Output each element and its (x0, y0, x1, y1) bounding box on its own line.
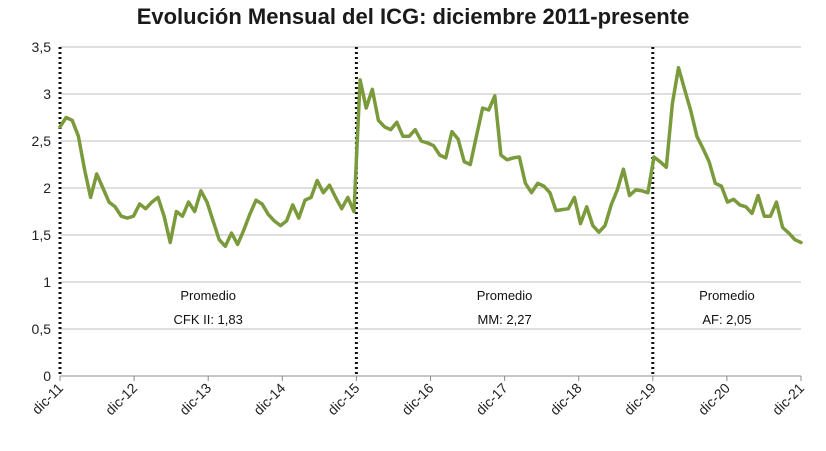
x-tick-label: dic-21 (769, 380, 807, 418)
x-tick-label: dic-11 (29, 380, 67, 418)
x-tick-label: dic-14 (250, 380, 288, 418)
axes: 0 0,5 1 1,5 2 2,5 3 3,5 dic-11 dic-12 dic-13 dic-14… (29, 39, 808, 418)
series-layer (58, 65, 803, 249)
y-tick-label: 0,5 (32, 321, 52, 337)
y-tick-label: 2,5 (32, 133, 52, 149)
x-tick-label: dic-13 (176, 380, 214, 418)
x-tick-label: dic-16 (398, 380, 436, 418)
y-tick-label: 3,5 (32, 39, 52, 55)
y-tick-label: 1 (43, 274, 51, 290)
y-tick-label: 2 (43, 180, 51, 196)
annotation-value: CFK II: 1,83 (174, 312, 243, 327)
chart-title: Evolución Mensual del ICG: diciembre 201… (136, 4, 690, 29)
x-tick-label: dic-15 (324, 380, 362, 418)
x-tick-label: dic-18 (547, 380, 585, 418)
x-tick-label: dic-20 (695, 380, 733, 418)
series-line-icg (58, 65, 803, 249)
y-tick-label: 0 (43, 368, 51, 384)
x-tick-label: dic-17 (472, 380, 510, 418)
y-tick-label: 3 (43, 86, 51, 102)
annotation-value: MM: 2,27 (478, 312, 532, 327)
x-tick-label: dic-12 (102, 380, 140, 418)
annotation-value: AF: 2,05 (702, 312, 751, 327)
annotations: Promedio CFK II: 1,83 Promedio MM: 2,27 Prom… (174, 288, 755, 327)
gridlines (60, 46, 801, 330)
period-dividers (58, 47, 655, 376)
annotation-label: Promedio (180, 288, 236, 303)
annotation-label: Promedio (477, 288, 533, 303)
x-tick-label: dic-19 (621, 380, 659, 418)
annotation-label: Promedio (699, 288, 755, 303)
y-tick-label: 1,5 (32, 227, 52, 243)
